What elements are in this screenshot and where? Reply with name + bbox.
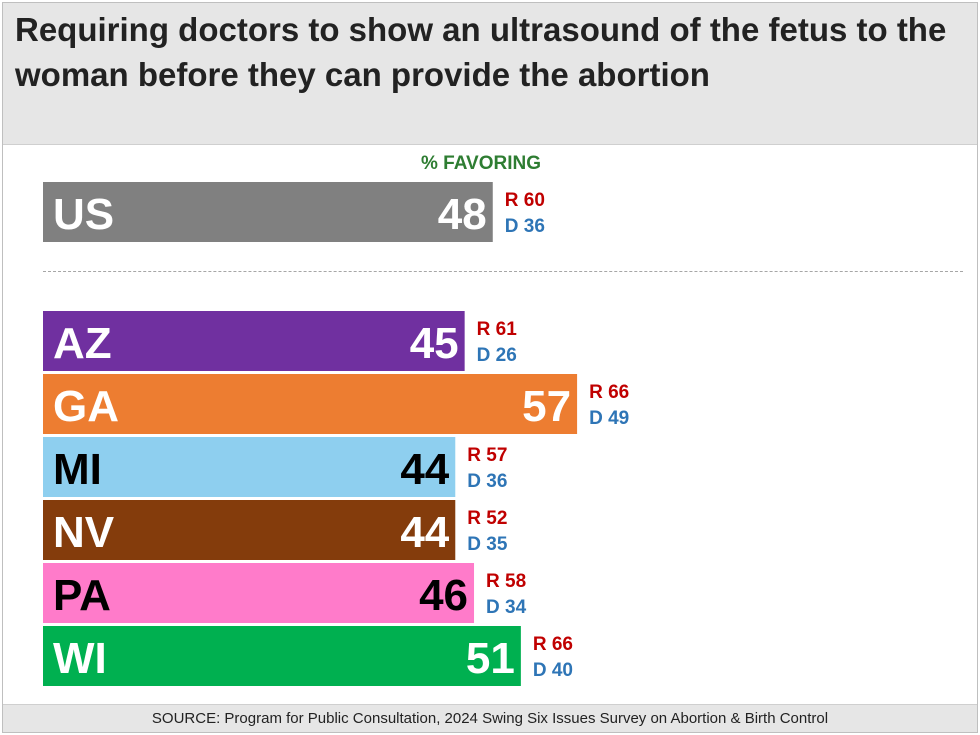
- bar-value-us: 48: [438, 190, 487, 239]
- bar-label-az: AZ: [53, 319, 112, 368]
- bar-label-wi: WI: [53, 634, 107, 683]
- d-value-nv: D 35: [467, 534, 508, 555]
- bar-row-mi: MI 44 R 57 D 36: [43, 437, 507, 497]
- r-value-wi: R 66: [533, 634, 573, 655]
- r-value-pa: R 58: [486, 571, 526, 592]
- d-value-mi: D 36: [467, 471, 507, 492]
- bar-row-pa: PA 46 R 58 D 34: [43, 563, 527, 623]
- r-value-ga: R 66: [589, 382, 629, 403]
- d-value-az: D 26: [477, 345, 517, 366]
- page-title: Requiring doctors to show an ultrasound …: [15, 11, 947, 93]
- bar-chart: US 48 R 60 D 36 AZ 45 R 61 D 26 GA 57 R 66 D 49 MI 44…: [43, 182, 629, 686]
- d-value-ga: D 49: [589, 408, 629, 429]
- bar-value-wi: 51: [466, 634, 515, 683]
- bar-row-ga: GA 57 R 66 D 49: [43, 374, 629, 434]
- r-value-az: R 61: [477, 319, 518, 340]
- r-value-mi: R 57: [467, 445, 507, 466]
- d-value-pa: D 34: [486, 597, 527, 618]
- bar-value-ga: 57: [522, 382, 571, 431]
- bar-wi: [43, 626, 521, 686]
- bar-ga: [43, 374, 578, 434]
- bar-row-wi: WI 51 R 66 D 40: [43, 626, 573, 686]
- title-band: Requiring doctors to show an ultrasound …: [3, 3, 977, 145]
- us-states-divider: [43, 271, 963, 272]
- bar-label-us: US: [53, 190, 114, 239]
- d-value-us: D 36: [505, 216, 545, 237]
- bar-row-us: US 48 R 60 D 36: [43, 182, 545, 242]
- bar-row-nv: NV 44 R 52 D 35: [43, 500, 508, 560]
- d-value-wi: D 40: [533, 660, 573, 681]
- bar-label-pa: PA: [53, 571, 111, 620]
- value-caption: % FAVORING: [421, 153, 541, 174]
- bar-value-pa: 46: [419, 571, 468, 620]
- bar-nv: [43, 500, 456, 560]
- bar-label-mi: MI: [53, 445, 102, 494]
- bar-label-nv: NV: [53, 508, 115, 557]
- bar-mi: [43, 437, 456, 497]
- bar-row-az: AZ 45 R 61 D 26: [43, 311, 517, 371]
- bar-value-az: 45: [410, 319, 459, 368]
- bar-value-mi: 44: [400, 445, 449, 494]
- bar-az: [43, 311, 465, 371]
- r-value-us: R 60: [505, 190, 545, 211]
- bar-us: [43, 182, 493, 242]
- bar-label-ga: GA: [53, 382, 119, 431]
- source-note: SOURCE: Program for Public Consultation,…: [151, 710, 829, 727]
- r-value-nv: R 52: [467, 508, 507, 529]
- footer: SOURCE: Program for Public Consultation,…: [3, 704, 977, 732]
- bar-value-nv: 44: [400, 508, 449, 557]
- bar-pa: [43, 563, 475, 623]
